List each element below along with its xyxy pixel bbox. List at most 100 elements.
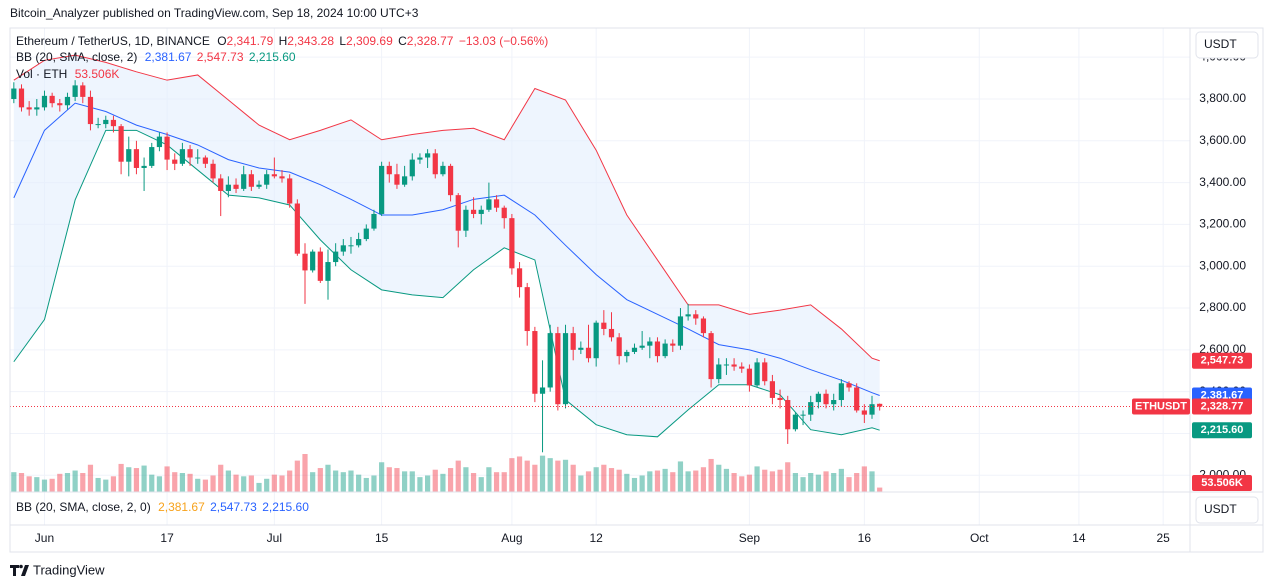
open-letter: O — [217, 34, 226, 48]
candle-body — [708, 333, 714, 380]
candle-body — [310, 251, 316, 271]
candle-body — [233, 184, 239, 189]
volume-bar — [509, 458, 515, 492]
candle-body — [302, 253, 308, 271]
candle-body — [562, 333, 569, 405]
candle-body — [731, 364, 737, 367]
volume-bar — [18, 473, 25, 492]
candle-body — [509, 218, 515, 269]
candle-body — [164, 136, 170, 160]
candle-body — [287, 178, 293, 204]
volume-bar — [585, 471, 592, 492]
candle-body — [172, 159, 178, 164]
volume-bar — [432, 469, 438, 492]
bb-band-fill — [13, 55, 880, 437]
candle-body — [486, 199, 492, 210]
candle-body — [41, 95, 48, 108]
x-tick-label: Sep — [739, 531, 761, 545]
volume-bar — [616, 469, 622, 492]
low-letter: L — [339, 34, 346, 48]
candle-body — [402, 176, 408, 185]
x-tick-label: 16 — [858, 531, 872, 545]
bb-price-tag-label: 2,547.73 — [1201, 355, 1244, 367]
candle-body — [241, 174, 247, 189]
volume-bar — [777, 469, 783, 492]
candle-body — [110, 119, 117, 127]
candle-body — [700, 318, 707, 334]
candle-body — [800, 414, 806, 416]
y-tick-label: 3,600.00 — [1199, 133, 1246, 147]
volume-bar — [693, 470, 699, 492]
volume-bar — [348, 470, 354, 492]
volume-bar — [823, 471, 829, 492]
candle-body — [524, 287, 530, 332]
candle-body — [356, 239, 362, 246]
volume-bar — [532, 464, 538, 492]
volume-bar — [371, 475, 377, 492]
publisher: Bitcoin_Analyzer published on TradingVie… — [10, 6, 419, 20]
volume-bar — [179, 473, 186, 492]
candle-body — [547, 333, 553, 388]
currency-label[interactable]: USDT — [1204, 37, 1237, 51]
volume-bar — [493, 472, 500, 492]
y-tick-label: 3,400.00 — [1199, 175, 1246, 189]
candle-body — [256, 184, 262, 187]
volume-bar — [501, 472, 507, 492]
frame — [9, 27, 1264, 553]
close-value: 2,328.77 — [407, 34, 454, 48]
lower-pane-value: 2,215.60 — [262, 500, 309, 514]
volume-bar — [233, 474, 239, 492]
candle-body — [379, 165, 385, 214]
candle-body — [762, 362, 768, 382]
candle-body — [149, 147, 155, 166]
volume-bar — [402, 471, 408, 492]
volume-bar — [424, 475, 431, 492]
volume-bar — [800, 477, 806, 492]
y-tick-label: 2,800.00 — [1199, 300, 1246, 314]
brand: TradingView — [33, 562, 105, 577]
volume-bar — [11, 472, 17, 492]
candle-body — [26, 107, 32, 110]
ticker-label: ETHUSDT — [1135, 400, 1187, 412]
plot — [10, 54, 1190, 492]
volume-bar — [547, 458, 553, 492]
volume-bar — [172, 472, 178, 492]
price-tags: 2,547.73 2,381.67 2,215.60 2,328.77 ETHUSDT 5… — [1132, 352, 1252, 491]
candle-body — [831, 400, 837, 405]
lower-pane-title: BB (20, SMA, close, 2, 0) — [16, 500, 151, 514]
candle-body — [754, 362, 760, 386]
candle-body — [87, 96, 94, 125]
candle-body — [386, 165, 392, 175]
candle-body — [340, 245, 346, 252]
currency-button[interactable] — [1195, 496, 1259, 524]
currency-button[interactable] — [1195, 31, 1259, 59]
candle-body — [501, 207, 507, 219]
candle-body — [493, 199, 500, 208]
volume-bar — [831, 473, 837, 492]
bb-price-tag — [1192, 422, 1252, 439]
candle-body — [363, 228, 369, 240]
candle-body — [639, 345, 645, 348]
volume-bar — [49, 478, 55, 492]
volume-bar — [593, 467, 599, 492]
candle-body — [279, 176, 285, 179]
open-value: 2,341.79 — [227, 34, 274, 48]
volume-bar — [248, 475, 254, 492]
candle-body — [294, 203, 300, 254]
volume-bar — [317, 468, 323, 492]
volume-bar — [87, 464, 94, 492]
volume-bar — [846, 477, 852, 492]
volume-bar — [601, 464, 607, 492]
volume-bar — [409, 471, 415, 492]
candle-body — [716, 364, 722, 380]
bb-lower-value: 2,215.60 — [249, 50, 296, 64]
volume-bar — [118, 463, 124, 492]
volume-bar — [26, 476, 32, 492]
volume-bar — [762, 469, 768, 492]
candle-body — [815, 393, 821, 403]
y-tick-label: 2,600.00 — [1199, 342, 1246, 356]
volume-bar — [133, 468, 140, 492]
volume-bar — [149, 474, 155, 492]
currency-label[interactable]: USDT — [1204, 502, 1237, 516]
